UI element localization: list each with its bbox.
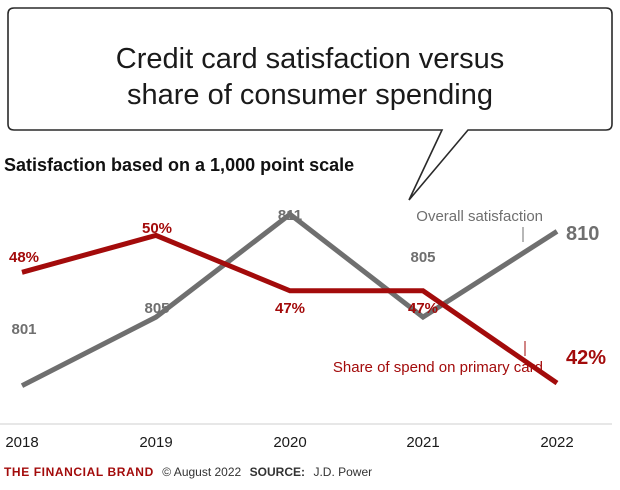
series-line-share-of-spend [21, 232, 559, 386]
x-tick-2019: 2019 [139, 434, 172, 451]
data-label-satisfaction-2021: 805 [410, 249, 435, 266]
data-label-share-2020: 47% [275, 300, 305, 317]
chart-title-line-1: Credit card satisfaction versus [116, 43, 504, 75]
data-label-share-2021: 47% [408, 300, 438, 317]
footer-copyright: © August 2022 [162, 465, 241, 479]
x-tick-2020: 2020 [273, 434, 306, 451]
data-label-share-2018: 48% [9, 249, 39, 266]
data-label-satisfaction-2020: 811 [278, 207, 302, 224]
x-tick-2018: 2018 [5, 434, 38, 451]
footer-brand: THE FINANCIAL BRAND [4, 465, 154, 479]
series-annotation-overall-satisfaction: Overall satisfaction [416, 208, 543, 225]
footer-credit: THE FINANCIAL BRAND © August 2022 SOURCE… [4, 463, 372, 480]
series-annotation-share-of-spend: Share of spend on primary card [333, 359, 543, 376]
x-tick-2021: 2021 [406, 434, 439, 451]
title-speech-bubble [7, 7, 613, 201]
data-label-share-2019: 50% [142, 220, 172, 237]
x-axis-ticks: 2018 2019 2020 2021 2022 [5, 434, 573, 451]
chart-subtitle: Satisfaction based on a 1,000 point scal… [4, 155, 354, 175]
footer-source-label: SOURCE: [250, 465, 305, 479]
data-label-satisfaction-2019: 805 [144, 300, 169, 317]
x-tick-2022: 2022 [540, 434, 573, 451]
data-label-share-2022: 42% [566, 347, 606, 369]
footer-source: J.D. Power [313, 465, 372, 479]
chart-title-line-2: share of consumer spending [127, 79, 493, 111]
series-line-overall-satisfaction [20, 211, 559, 388]
data-label-satisfaction-2022: 810 [566, 223, 599, 245]
data-label-satisfaction-2018: 801 [11, 321, 36, 338]
